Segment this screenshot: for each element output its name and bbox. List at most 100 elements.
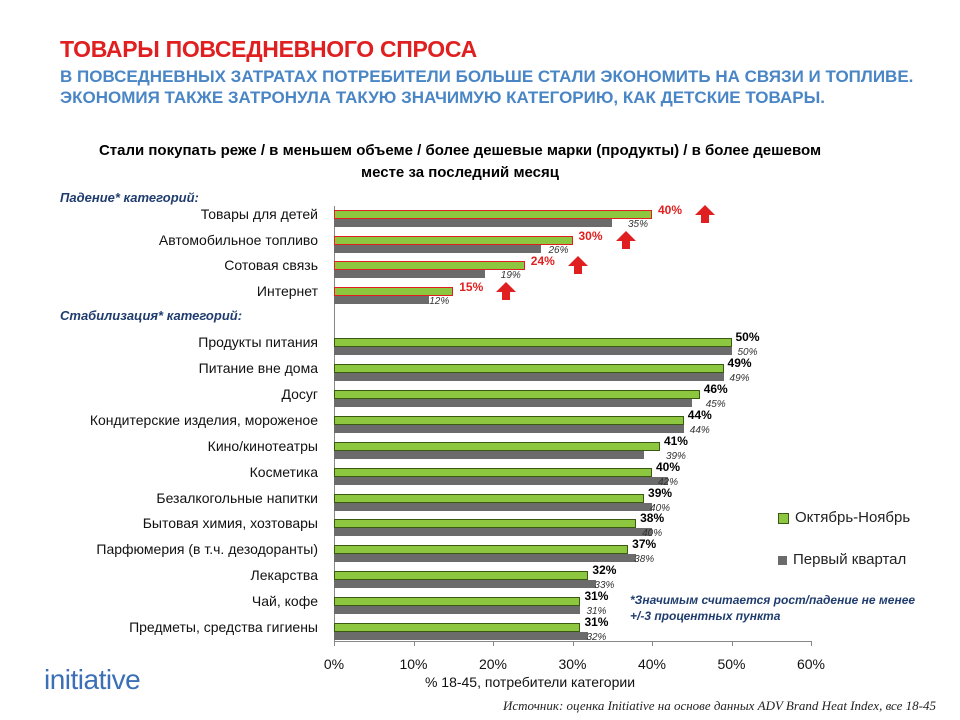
bar-current [334, 338, 732, 347]
up-arrow-icon [694, 204, 716, 224]
page-subtitle: В ПОВСЕДНЕВНЫХ ЗАТРАТАХ ПОТРЕБИТЕЛИ БОЛЬ… [60, 67, 914, 107]
x-tick-label: 0% [323, 656, 345, 672]
bar-previous [334, 347, 732, 355]
category-label: Безалкогольные напитки [156, 490, 318, 506]
initiative-logo: initiative [44, 664, 141, 695]
data-label-current: 46% [703, 382, 728, 396]
bar-current [334, 364, 724, 373]
x-axis-title: % 18-45, потребители категории [424, 674, 636, 690]
bar-previous [334, 528, 652, 536]
data-label-previous: 49% [729, 373, 750, 384]
bar-current [334, 494, 645, 503]
data-label-previous: 35% [628, 219, 649, 230]
bar-current [334, 597, 581, 606]
data-label-current: 15% [459, 280, 484, 294]
chart-title: Стали покупать реже / в меньшем объеме /… [98, 142, 822, 181]
up-arrow-icon [567, 255, 589, 275]
section-label-stable: Стабилизация* категорий: [60, 308, 243, 323]
data-label-current: 49% [727, 356, 752, 370]
data-label-current: 31% [584, 615, 609, 629]
data-label-previous: 38% [634, 554, 655, 565]
bar-current [334, 571, 589, 580]
bar-previous [334, 245, 541, 253]
bar-previous [334, 503, 652, 511]
legend-item-previous: Первый квартал [778, 551, 906, 568]
x-tick-mark [334, 641, 335, 646]
data-label-current: 31% [584, 589, 609, 603]
data-label-current: 32% [592, 563, 617, 577]
page-title: ТОВАРЫ ПОВСЕДНЕВНОГО СПРОСА [60, 36, 477, 62]
significance-note: *Значимым считается рост/падение не мене… [630, 593, 916, 623]
bar-current [334, 623, 581, 632]
category-label: Сотовая связь [224, 257, 318, 273]
data-label-previous: 26% [548, 245, 569, 256]
category-label: Чай, кофе [251, 593, 318, 609]
data-label-current: 38% [640, 511, 665, 525]
data-label-current: 44% [687, 408, 712, 422]
data-label-current: 37% [632, 537, 657, 551]
bar-current [334, 390, 700, 399]
category-label: Косметика [249, 464, 318, 480]
bar-previous [334, 632, 589, 640]
category-label: Парфюмерия (в т.ч. дезодоранты) [96, 541, 318, 557]
x-tick-label: 60% [796, 656, 826, 672]
data-label-current: 30% [578, 229, 603, 243]
category-label: Бытовая химия, хозтовары [142, 515, 318, 531]
x-tick-label: 10% [399, 656, 428, 672]
category-label: Досуг [281, 386, 318, 402]
legend-swatch-previous [778, 555, 787, 565]
x-tick-mark [413, 641, 415, 646]
data-label-current: 50% [735, 330, 760, 344]
bar-current [334, 261, 525, 270]
category-label: Предметы, средства гигиены [129, 619, 318, 635]
bar-current [334, 545, 629, 554]
data-label-current: 41% [663, 434, 688, 448]
data-label-previous: 33% [594, 580, 615, 591]
x-tick-mark [811, 641, 812, 646]
category-label: Кондитерские изделия, мороженое [89, 412, 318, 428]
bar-previous [334, 219, 613, 227]
x-tick-mark [731, 641, 733, 646]
category-label: Автомобильное топливо [158, 232, 318, 248]
data-label-current: 39% [648, 486, 673, 500]
bar-current [334, 287, 454, 296]
data-label-previous: 12% [429, 296, 450, 307]
data-label-current: 40% [656, 460, 681, 474]
data-label-previous: 40% [642, 528, 663, 539]
bar-previous [334, 425, 684, 433]
category-label: Продукты питания [198, 334, 318, 350]
bar-previous [334, 580, 597, 588]
data-label-current: 24% [530, 254, 555, 268]
category-label: Лекарства [250, 567, 318, 583]
legend-label-current: Октябрь-Ноябрь [795, 509, 911, 526]
category-label: Интернет [256, 283, 318, 299]
x-tick-label: 50% [717, 656, 746, 672]
data-label-previous: 42% [658, 477, 679, 488]
category-label: Питание вне дома [198, 360, 318, 376]
bar-current [334, 416, 684, 425]
data-label-previous: 31% [586, 606, 607, 617]
bar-previous [334, 399, 692, 407]
legend-label-previous: Первый квартал [793, 551, 907, 568]
bar-previous [334, 296, 430, 304]
bar-previous [334, 451, 645, 459]
bar-previous [334, 554, 637, 562]
data-label-current: 40% [658, 203, 683, 217]
bar-current [334, 468, 652, 477]
bar-current [334, 442, 660, 451]
x-tick-mark [493, 641, 494, 646]
source-note: Источник: оценка Initiative на основе да… [503, 698, 936, 713]
category-label: Товары для детей [200, 206, 318, 222]
data-label-previous: 44% [689, 425, 710, 436]
legend-item-current: Октябрь-Ноябрь [778, 509, 910, 526]
bar-current [334, 519, 637, 528]
section-label-decline: Падение* категорий: [60, 190, 199, 205]
x-tick-label: 30% [558, 656, 587, 672]
bar-previous [334, 477, 668, 485]
data-label-previous: 50% [737, 347, 758, 358]
data-label-previous: 32% [586, 632, 607, 643]
bar-current [334, 210, 652, 219]
bar-previous [334, 606, 581, 614]
up-arrow-icon [615, 230, 637, 250]
x-tick-label: 40% [637, 656, 667, 672]
